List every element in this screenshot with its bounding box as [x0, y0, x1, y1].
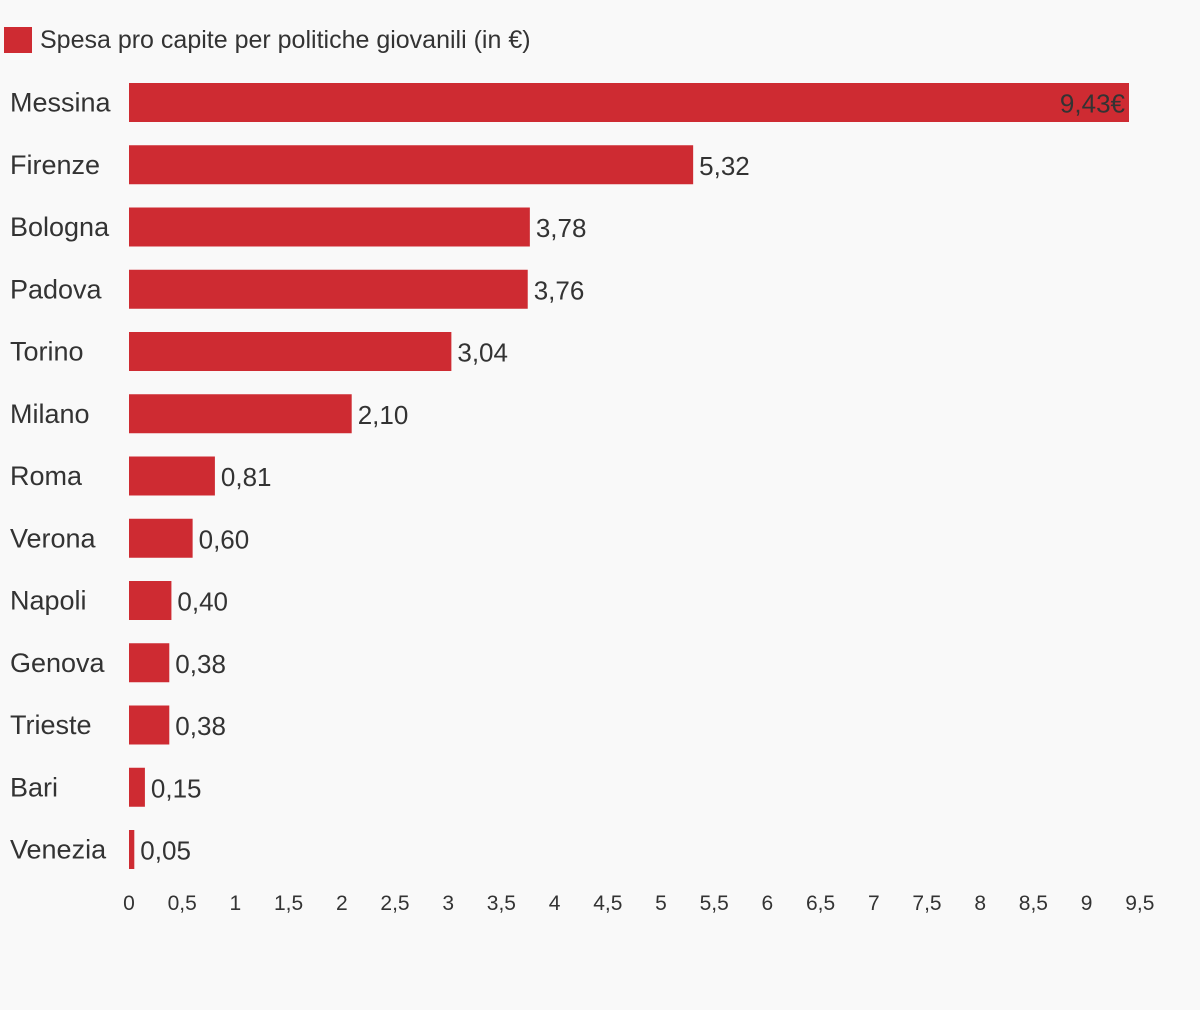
category-label: Torino: [10, 337, 84, 367]
category-label: Roma: [10, 461, 83, 491]
value-label: 0,38: [175, 649, 226, 679]
bar-padova[interactable]: [129, 269, 528, 309]
x-tick-label: 6,5: [806, 892, 835, 915]
bar-genova[interactable]: [129, 643, 170, 683]
value-label: 0,05: [140, 836, 191, 866]
x-tick-label: 2,5: [380, 892, 409, 915]
category-label: Venezia: [10, 835, 107, 865]
x-tick-label: 3,5: [487, 892, 516, 915]
value-label: 0,38: [175, 711, 226, 741]
category-label: Verona: [10, 523, 97, 553]
category-label: Napoli: [10, 586, 87, 616]
value-label: 2,10: [358, 400, 409, 430]
x-tick-label: 5,5: [700, 892, 729, 915]
value-label: 0,40: [177, 587, 228, 617]
value-label: 9,43€: [1060, 89, 1126, 119]
category-label: Bari: [10, 772, 58, 802]
x-tick-label: 0: [123, 892, 135, 915]
x-tick-label: 1: [230, 892, 242, 915]
chart-legend: Spesa pro capite per politiche giovanili…: [4, 24, 531, 56]
category-label: Genova: [10, 648, 106, 678]
x-tick-label: 3: [442, 892, 454, 915]
bar-verona[interactable]: [129, 518, 193, 558]
x-tick-label: 4: [549, 892, 561, 915]
x-tick-label: 9,5: [1125, 892, 1154, 915]
bar-venezia[interactable]: [129, 830, 135, 869]
category-label: Firenze: [10, 150, 100, 180]
bar-bologna[interactable]: [129, 207, 530, 247]
x-tick-label: 7: [868, 892, 880, 915]
bar-messina[interactable]: [129, 83, 1129, 122]
x-tick-label: 8: [974, 892, 986, 915]
x-tick-label: 5: [655, 892, 667, 915]
bar-trieste[interactable]: [129, 705, 170, 745]
category-label: Padova: [10, 274, 103, 304]
bar-firenze[interactable]: [129, 145, 694, 185]
bar-torino[interactable]: [129, 332, 452, 371]
bar-bari[interactable]: [129, 767, 145, 807]
value-label: 0,15: [151, 773, 202, 803]
value-label: 3,04: [457, 338, 508, 368]
x-tick-label: 6: [762, 892, 774, 915]
legend-swatch: [4, 27, 32, 53]
x-tick-label: 0,5: [168, 892, 197, 915]
legend-label: Spesa pro capite per politiche giovanili…: [40, 25, 531, 54]
value-label: 5,32: [699, 151, 750, 181]
value-label: 3,78: [536, 213, 587, 243]
bar-roma[interactable]: [129, 456, 215, 496]
bar-milano[interactable]: [129, 394, 352, 434]
x-tick-label: 1,5: [274, 892, 303, 915]
category-label: Bologna: [10, 212, 110, 242]
category-label: Trieste: [10, 710, 92, 740]
x-tick-label: 9: [1081, 892, 1093, 915]
x-tick-label: 7,5: [912, 892, 941, 915]
category-label: Milano: [10, 399, 90, 429]
category-label: Messina: [10, 88, 112, 118]
bar-napoli[interactable]: [129, 581, 172, 620]
value-label: 0,81: [221, 462, 272, 492]
x-tick-label: 4,5: [593, 892, 622, 915]
x-tick-label: 8,5: [1019, 892, 1048, 915]
value-label: 0,60: [199, 524, 250, 554]
value-label: 3,76: [534, 275, 585, 305]
x-tick-label: 2: [336, 892, 348, 915]
